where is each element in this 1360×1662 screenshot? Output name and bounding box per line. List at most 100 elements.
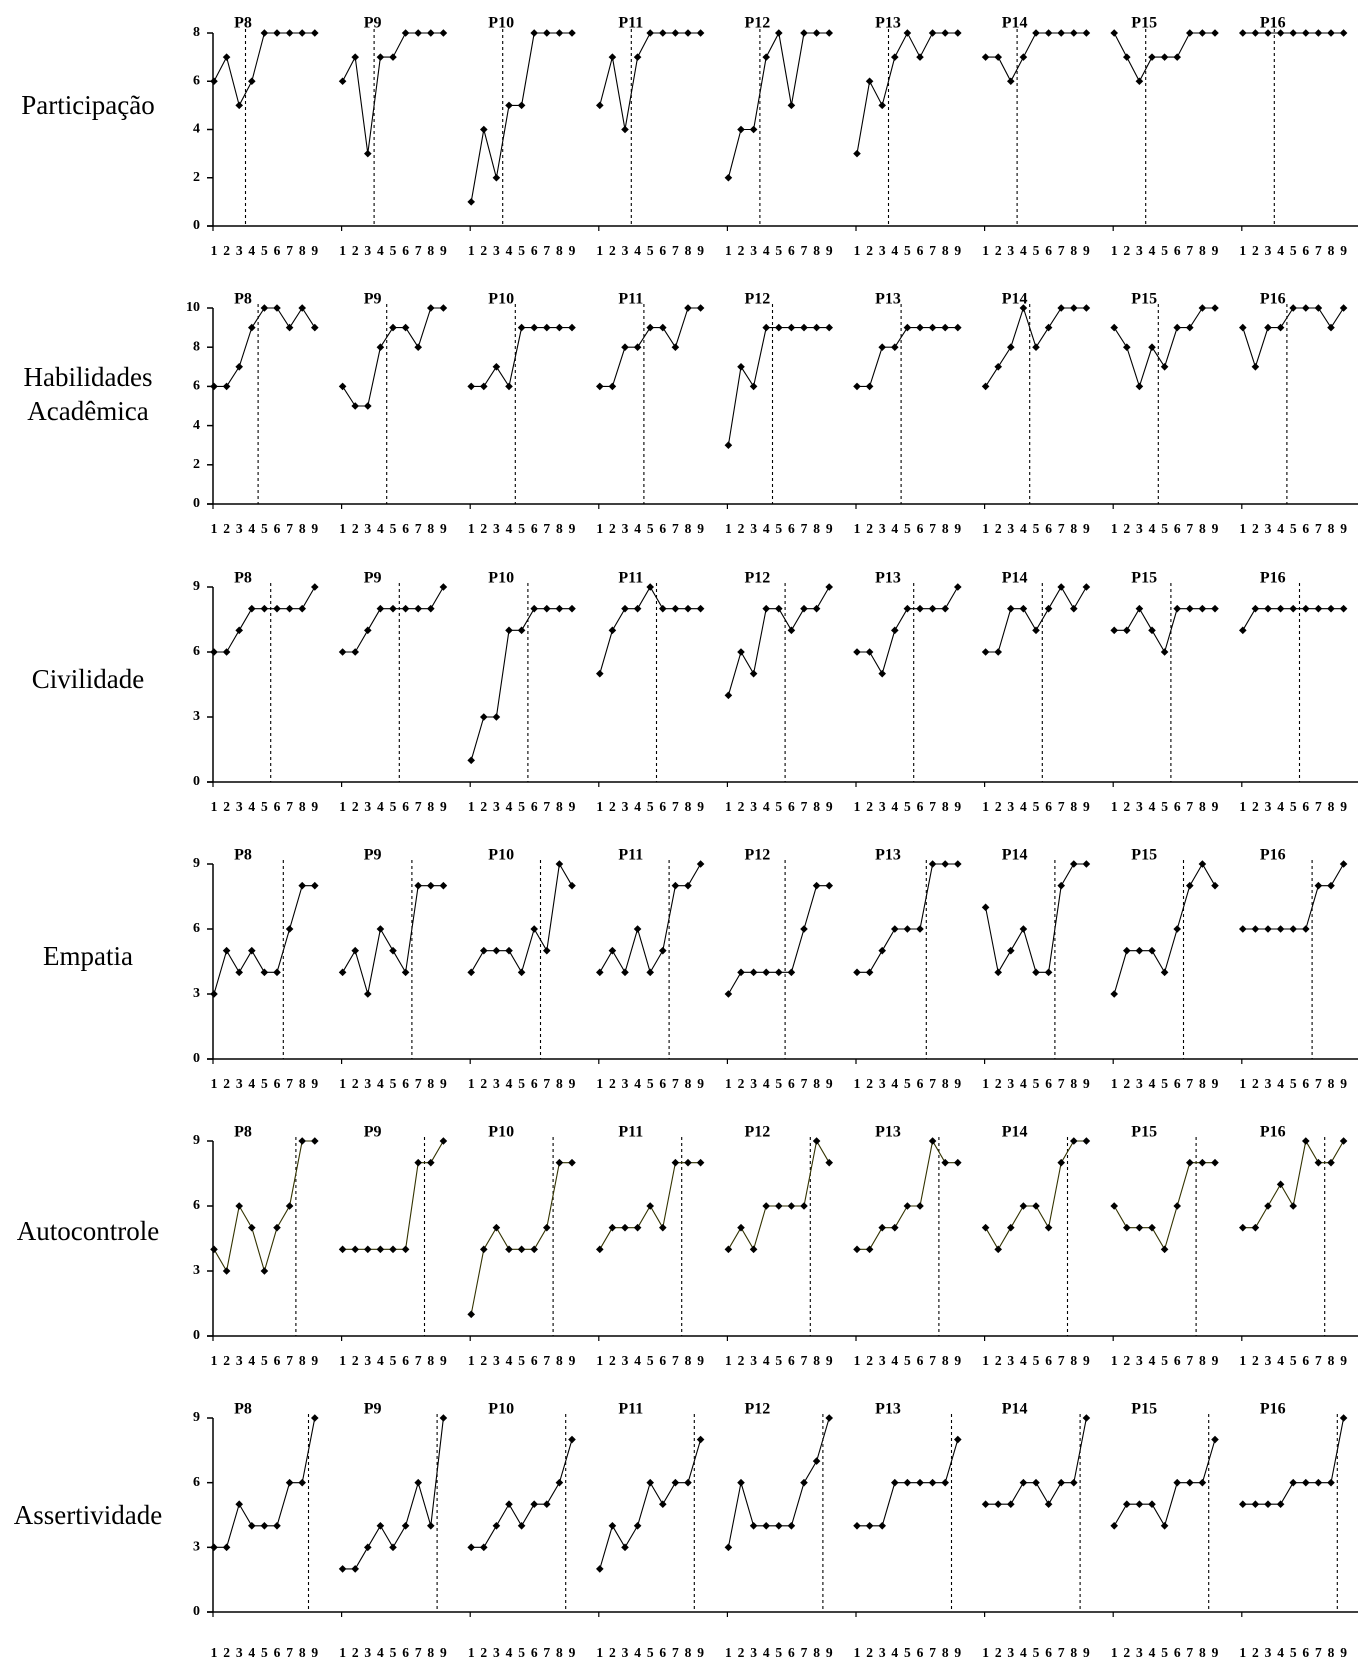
x-tick-label: 2 (480, 521, 487, 536)
data-point (596, 1565, 604, 1573)
series-line (599, 307, 701, 387)
data-point (298, 29, 306, 37)
x-tick-label: 3 (493, 1076, 500, 1091)
series-line (599, 863, 702, 974)
x-tick-label: 5 (904, 1076, 911, 1091)
panel: P10 1 2 3 4 5 6 7 8 9 (467, 15, 576, 258)
x-tick-label: 7 (286, 1076, 293, 1091)
data-point (724, 173, 733, 182)
y-tick-label: 9 (193, 856, 200, 871)
data-point (235, 1202, 243, 1210)
x-tick-label: 4 (1149, 1645, 1156, 1660)
data-point (543, 323, 551, 332)
data-point (480, 1543, 488, 1552)
y-tick-label: 6 (193, 1198, 200, 1213)
panel: P11 1 2 3 4 5 6 7 8 9 (596, 291, 705, 536)
series-line (1242, 1417, 1345, 1505)
x-tick-label: 5 (1290, 1076, 1297, 1091)
x-tick-label: 4 (1149, 799, 1156, 814)
x-tick-label: 7 (929, 1645, 936, 1660)
data-point (878, 1223, 886, 1232)
data-point (1314, 29, 1323, 37)
x-tick-label: 6 (274, 1076, 281, 1091)
panel: P15 1 2 3 4 5 6 7 8 9 (1110, 570, 1219, 814)
panel: P14 1 2 3 4 5 6 7 8 9 (981, 847, 1091, 1091)
x-tick-label: 4 (1020, 521, 1027, 536)
panel-title: P12 (745, 291, 771, 308)
x-tick-label: 7 (1058, 521, 1065, 536)
x-tick-label: 9 (311, 799, 318, 814)
data-point (621, 1543, 629, 1552)
panel-title: P8 (234, 570, 252, 587)
x-tick-label: 3 (1136, 1645, 1143, 1660)
x-tick-label: 1 (468, 243, 475, 258)
data-point (696, 304, 705, 312)
data-point (517, 1245, 526, 1254)
data-point (981, 382, 990, 391)
data-point (825, 323, 833, 332)
data-point (1251, 1500, 1260, 1509)
data-point (338, 648, 347, 656)
series-line (727, 885, 830, 995)
data-point (749, 382, 758, 391)
x-tick-label: 1 (1239, 1353, 1246, 1368)
data-point (916, 1202, 924, 1210)
x-tick-label: 1 (1239, 521, 1246, 536)
data-point (1135, 1223, 1144, 1232)
data-point (1044, 604, 1053, 613)
data-point (891, 1223, 899, 1232)
x-tick-label: 5 (518, 799, 525, 814)
data-point (1019, 1478, 1028, 1487)
data-point (812, 29, 821, 37)
panel: P16 1 2 3 4 5 6 7 8 9 (1239, 847, 1348, 1091)
panel-title: P10 (488, 1401, 514, 1418)
x-tick-label: 3 (1007, 1076, 1014, 1091)
x-tick-label: 4 (634, 1645, 641, 1660)
data-point (401, 323, 410, 332)
data-point (916, 53, 924, 61)
x-tick-label: 5 (261, 521, 268, 536)
x-tick-label: 5 (904, 799, 911, 814)
x-tick-label: 6 (402, 799, 409, 814)
x-tick-label: 7 (801, 1076, 808, 1091)
x-tick-label: 1 (211, 1353, 218, 1368)
x-tick-label: 9 (697, 243, 704, 258)
data-point (724, 691, 733, 700)
x-tick-label: 6 (917, 1353, 924, 1368)
data-point (878, 343, 886, 351)
data-point (1160, 53, 1169, 61)
data-point (298, 1478, 306, 1487)
panel: P10 1 2 3 4 5 6 7 8 9 (467, 1401, 576, 1660)
x-tick-label: 3 (493, 521, 500, 536)
x-tick-label: 4 (1149, 243, 1156, 258)
panel-title: P9 (364, 1124, 382, 1141)
x-tick-label: 1 (596, 521, 603, 536)
x-tick-label: 5 (1290, 799, 1297, 814)
panel-title: P8 (234, 291, 252, 308)
series-line (727, 31, 830, 178)
y-tick-label: 3 (193, 1263, 200, 1278)
x-tick-label: 1 (468, 1645, 475, 1660)
data-point (608, 1223, 617, 1232)
data-point (865, 968, 874, 977)
data-point (1173, 925, 1181, 933)
data-point (1327, 1478, 1335, 1487)
x-tick-label: 8 (813, 1645, 820, 1660)
data-point (1239, 626, 1247, 635)
panel-title: P15 (1131, 847, 1157, 864)
data-point (285, 1478, 294, 1487)
y-tick-label: 4 (193, 418, 200, 433)
data-point (724, 1245, 733, 1254)
data-point (1211, 881, 1219, 890)
row-label: Habilidades (24, 362, 153, 392)
x-tick-label: 3 (493, 1353, 500, 1368)
data-point (903, 1478, 912, 1487)
panel: P13 1 2 3 4 5 6 7 8 9 (853, 15, 962, 258)
x-tick-label: 9 (697, 1353, 704, 1368)
data-point (568, 323, 576, 332)
x-tick-label: 7 (543, 1645, 550, 1660)
y-tick-label: 3 (193, 709, 200, 724)
data-point (1110, 1521, 1118, 1530)
data-point (775, 1521, 783, 1530)
